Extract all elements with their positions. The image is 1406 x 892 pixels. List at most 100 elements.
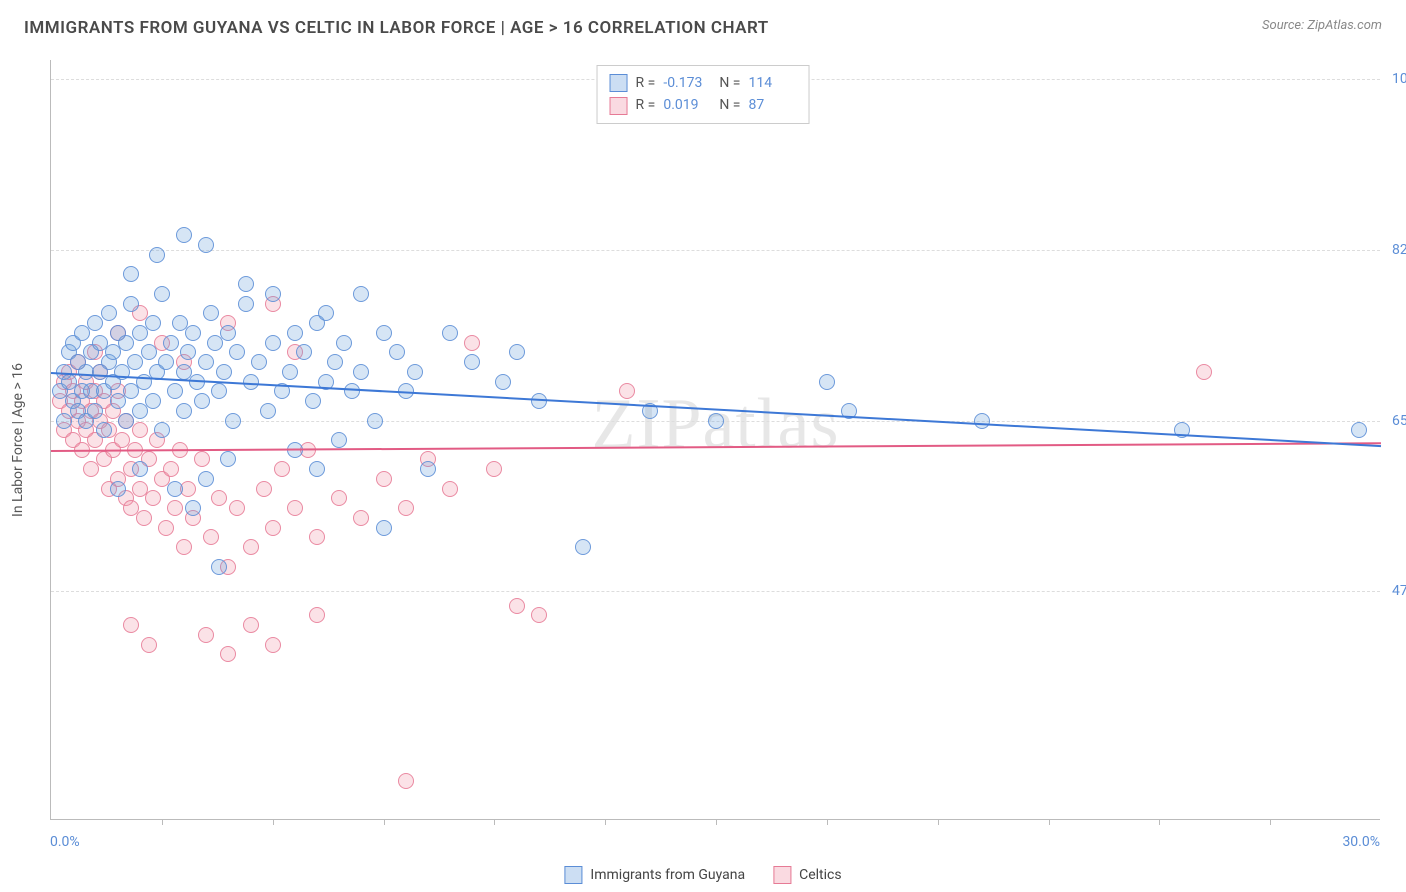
data-point-pink [243,617,259,633]
data-point-blue [509,344,525,360]
data-point-blue [327,354,343,370]
swatch-pink [610,97,628,115]
data-point-blue [229,344,245,360]
data-point-blue [203,305,219,321]
data-point-blue [309,461,325,477]
data-point-blue [243,374,259,390]
data-point-blue [251,354,267,370]
data-point-blue [185,500,201,516]
data-point-pink [398,773,414,789]
series-legend: Immigrants from Guyana Celtics [564,866,841,884]
data-point-blue [1351,422,1367,438]
data-point-blue [708,413,724,429]
x-tick [273,819,274,825]
x-min-label: 0.0% [50,834,80,850]
data-point-blue [123,296,139,312]
data-point-blue [110,481,126,497]
data-point-pink [1196,364,1212,380]
data-point-blue [198,354,214,370]
data-point-pink [464,335,480,351]
data-point-pink [309,529,325,545]
data-point-pink [274,461,290,477]
data-point-pink [256,481,272,497]
data-point-pink [243,539,259,555]
y-axis-title: In Labor Force | Age > 16 [10,363,26,517]
data-point-blue [282,364,298,380]
data-point-blue [442,325,458,341]
data-point-blue [145,393,161,409]
data-point-pink [353,510,369,526]
y-tick-label: 65.0% [1384,413,1406,429]
data-point-pink [176,539,192,555]
data-point-pink [132,422,148,438]
x-tick [716,819,717,825]
data-point-blue [180,344,196,360]
data-point-blue [163,335,179,351]
data-point-blue [225,413,241,429]
data-point-pink [141,637,157,653]
data-point-blue [265,335,281,351]
data-point-pink [123,617,139,633]
x-tick [1159,819,1160,825]
data-point-pink [158,520,174,536]
data-point-blue [123,266,139,282]
x-tick [827,819,828,825]
data-point-blue [353,286,369,302]
data-point-pink [220,646,236,662]
data-point-blue [185,325,201,341]
data-point-blue [296,344,312,360]
data-point-blue [344,383,360,399]
data-point-pink [376,471,392,487]
x-tick [384,819,385,825]
data-point-pink [398,500,414,516]
x-max-label: 30.0% [1342,834,1380,850]
data-point-pink [145,490,161,506]
x-tick [605,819,606,825]
data-point-blue [336,335,352,351]
data-point-blue [211,383,227,399]
trend-line-pink [51,442,1381,452]
data-point-blue [141,344,157,360]
x-tick [162,819,163,825]
data-point-blue [260,403,276,419]
y-tick-label: 100.0% [1384,71,1406,87]
data-point-pink [619,383,635,399]
data-point-blue [367,413,383,429]
data-point-pink [287,500,303,516]
data-point-pink [309,607,325,623]
y-tick-label: 82.5% [1384,242,1406,258]
data-point-blue [819,374,835,390]
stats-row-pink: R = 0.019 N = 87 [610,94,797,116]
data-point-pink [203,529,219,545]
swatch-blue [564,866,582,884]
data-point-blue [198,237,214,253]
data-point-pink [163,461,179,477]
grid-line [51,591,1380,592]
data-point-blue [101,305,117,321]
data-point-blue [87,403,103,419]
data-point-blue [145,315,161,331]
data-point-blue [158,354,174,370]
swatch-blue [610,74,628,92]
data-point-blue [132,461,148,477]
data-point-blue [167,383,183,399]
header: IMMIGRANTS FROM GUYANA VS CELTIC IN LABO… [24,18,1382,38]
data-point-pink [331,490,347,506]
y-tick-label: 47.5% [1384,583,1406,599]
stats-row-blue: R = -0.173 N = 114 [610,72,797,94]
data-point-blue [318,305,334,321]
data-point-blue [176,227,192,243]
data-point-blue [211,559,227,575]
data-point-blue [407,364,423,380]
data-point-pink [136,510,152,526]
data-point-blue [149,247,165,263]
data-point-pink [442,481,458,497]
data-point-pink [229,500,245,516]
x-tick [1049,819,1050,825]
data-point-pink [265,637,281,653]
data-point-pink [198,627,214,643]
chart-title: IMMIGRANTS FROM GUYANA VS CELTIC IN LABO… [24,18,769,38]
data-point-blue [376,325,392,341]
data-point-blue [216,364,232,380]
stats-legend: R = -0.173 N = 114 R = 0.019 N = 87 [597,65,810,124]
